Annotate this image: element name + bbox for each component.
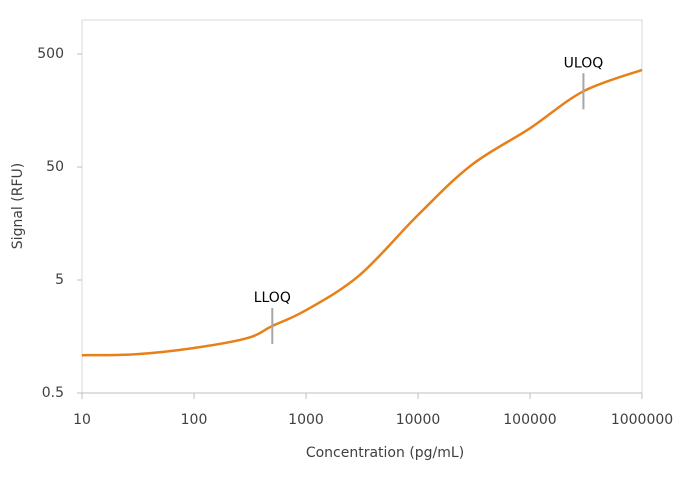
x-tick-label: 1000 [288,412,324,428]
plot-frame [81,19,643,394]
y-tick-label: 5 [55,272,64,288]
y-tick-label: 500 [37,46,64,62]
series-line [81,68,643,357]
y-tick-label: 50 [46,159,64,175]
x-axis-title: Concentration (pg/mL) [306,445,464,461]
annotation-label: LLOQ [254,290,291,306]
y-axis-title: Signal (RFU) [10,163,26,249]
x-tick-label: 100 [181,412,208,428]
y-tick-label: 0.5 [42,385,64,401]
x-tick-label: 1000000 [611,412,673,428]
x-tick-label: 10000 [396,412,441,428]
x-tick-label: 100000 [503,412,556,428]
x-tick-label: 10 [73,412,91,428]
annotation-label: ULOQ [564,55,604,71]
